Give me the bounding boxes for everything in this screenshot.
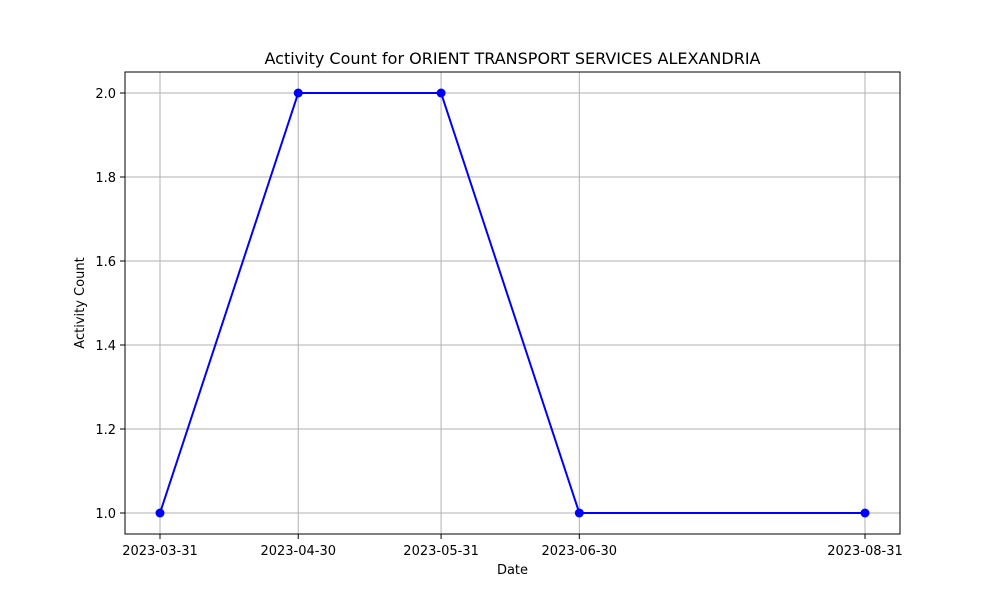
x-tick-label: 2023-03-31 xyxy=(122,544,198,559)
data-point xyxy=(436,88,446,98)
y-tick-label: 1.2 xyxy=(95,423,116,438)
chart-title: Activity Count for ORIENT TRANSPORT SERV… xyxy=(265,49,761,68)
ticks: 2023-03-31 2023-04-30 2023-05-31 2023-06-30… xyxy=(95,87,902,559)
y-tick-label: 1.6 xyxy=(95,255,116,270)
data-point xyxy=(293,88,303,98)
x-axis-label: Date xyxy=(497,563,528,578)
x-tick-label: 2023-05-31 xyxy=(403,544,479,559)
x-tick-label: 2023-04-30 xyxy=(260,544,336,559)
y-tick-label: 1.8 xyxy=(95,171,116,186)
grid xyxy=(125,72,900,534)
y-tick-label: 1.0 xyxy=(95,507,116,522)
x-tick-label: 2023-06-30 xyxy=(542,544,618,559)
y-axis-label: Activity Count xyxy=(73,257,88,348)
data-point xyxy=(155,508,165,518)
plot-frame xyxy=(124,71,901,535)
y-tick-label: 2.0 xyxy=(95,87,116,102)
series xyxy=(155,88,870,518)
x-tick-label: 2023-08-31 xyxy=(827,544,903,559)
y-tick-label: 1.4 xyxy=(95,339,116,354)
data-point xyxy=(860,508,870,518)
data-point xyxy=(574,508,584,518)
